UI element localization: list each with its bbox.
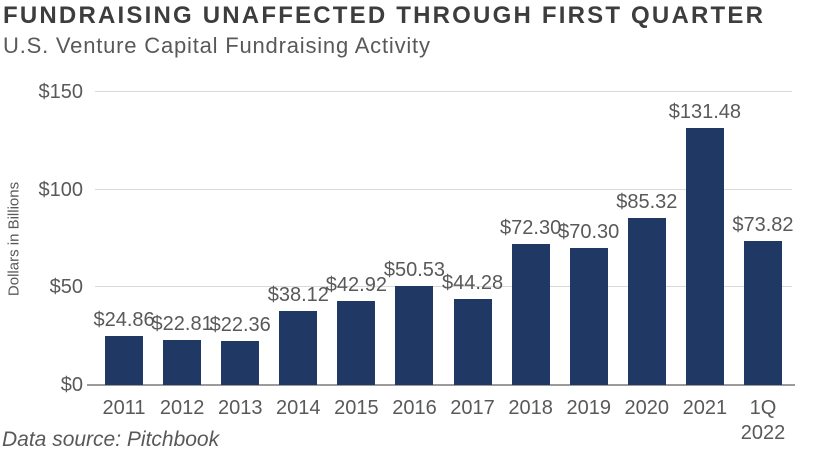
bar-value-label: $38.12 bbox=[267, 283, 329, 306]
x-axis-tick-label: 2013 bbox=[217, 397, 263, 419]
x-axis-tick-label: 2016 bbox=[392, 397, 437, 419]
bar bbox=[743, 240, 782, 385]
x-axis-tick-label: 2014 bbox=[276, 397, 321, 419]
bar bbox=[569, 247, 608, 385]
chart-headline: FUNDRAISING UNAFFECTED THROUGH FIRST QUA… bbox=[3, 2, 766, 29]
bar-value-label: $22.81 bbox=[151, 313, 213, 336]
bar-value-label: $22.36 bbox=[209, 314, 271, 337]
bar-value-label: $24.86 bbox=[93, 309, 155, 332]
bar-value-label: $44.28 bbox=[441, 271, 504, 294]
bar bbox=[105, 336, 144, 385]
gridline bbox=[95, 91, 792, 92]
bar-value-label: $73.82 bbox=[732, 213, 794, 236]
bar bbox=[627, 218, 666, 385]
bar bbox=[163, 340, 202, 385]
bar bbox=[279, 310, 318, 385]
bar-value-label: $85.32 bbox=[616, 191, 678, 214]
y-axis-title: Dollars in Billions bbox=[5, 181, 23, 297]
y-axis-tick-label: $50 bbox=[49, 276, 83, 299]
x-axis-tick-label: 2021 bbox=[682, 397, 728, 419]
gridline bbox=[95, 188, 792, 190]
bar-value-label: $70.30 bbox=[558, 220, 620, 243]
x-axis-tick-label: 2011 bbox=[102, 397, 146, 419]
x-axis-tick-label: 2017 bbox=[450, 397, 495, 419]
bar-value-label: $72.30 bbox=[500, 216, 562, 239]
y-axis-tick-label: $100 bbox=[38, 178, 84, 201]
gridline bbox=[95, 286, 792, 288]
data-source-note: Data source: Pitchbook bbox=[2, 428, 220, 451]
y-axis-tick-label: $0 bbox=[60, 374, 83, 396]
x-axis-line bbox=[87, 384, 795, 386]
chart-subtitle: U.S. Venture Capital Fundraising Activit… bbox=[3, 33, 431, 58]
bar-value-label: $131.48 bbox=[668, 101, 742, 124]
bar bbox=[453, 298, 492, 385]
bar bbox=[337, 301, 376, 385]
bar bbox=[511, 243, 550, 385]
x-axis-tick-label: 1Q 2022 bbox=[740, 397, 786, 444]
plot-area: $0 $50 $100 $150 $24.86 2011 $22.81 2012 $22.36 2… bbox=[39, 82, 795, 444]
x-axis-tick-label: 2012 bbox=[159, 397, 205, 419]
y-axis-tick-label: $150 bbox=[38, 81, 84, 103]
x-axis-tick-label: 2019 bbox=[566, 397, 611, 419]
bar-value-label: $50.53 bbox=[383, 259, 446, 282]
x-axis-tick-label: 2015 bbox=[334, 397, 379, 419]
x-axis-tick-label: 2018 bbox=[508, 397, 553, 419]
bar-value-label: $42.92 bbox=[325, 274, 387, 297]
bar bbox=[395, 286, 434, 385]
x-axis-tick-label: 2020 bbox=[624, 397, 670, 419]
bar bbox=[221, 341, 260, 385]
bar bbox=[685, 128, 724, 385]
